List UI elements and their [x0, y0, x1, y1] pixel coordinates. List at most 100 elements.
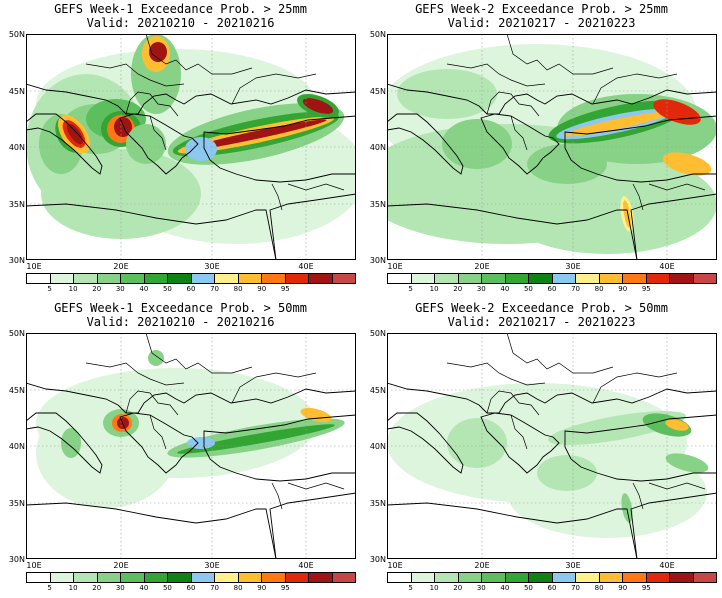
map-panel-week2-25mm: GEFS Week-2 Exceedance Prob. > 25mm Vali… [361, 0, 722, 299]
colorbar-swatch [598, 573, 622, 582]
coastline [480, 113, 560, 175]
lat-label-40n: 40N [369, 143, 386, 152]
colorbar-swatch [551, 573, 575, 582]
probability-contour [447, 418, 507, 468]
colorbar-swatch [622, 274, 646, 283]
colorbar [387, 572, 717, 583]
colorbar-tick-label: 90 [618, 285, 628, 293]
coastline [564, 115, 717, 183]
lat-label-30n: 30N [369, 555, 386, 564]
colorbar-swatch [96, 573, 120, 582]
colorbar-swatch [73, 573, 97, 582]
country-border [592, 372, 678, 404]
country-border [592, 73, 678, 105]
colorbar-tick-label: 60 [186, 285, 196, 293]
lon-label-30e: 30E [565, 561, 581, 570]
colorbar-swatch [388, 573, 411, 582]
coastline [269, 492, 356, 559]
colorbar-swatch [167, 274, 191, 283]
country-borders [446, 333, 706, 510]
lat-label-45n: 45N [8, 87, 25, 96]
coastline [203, 115, 356, 183]
colorbar-swatch [167, 573, 191, 582]
colorbar-tick-label: 40 [500, 285, 510, 293]
lon-label-10e: 10E [387, 262, 403, 271]
country-border [145, 333, 253, 374]
country-borders [85, 333, 345, 510]
colorbar [26, 572, 356, 583]
colorbar-swatch [73, 274, 97, 283]
probability-contour [177, 424, 335, 454]
country-border [446, 63, 546, 87]
probability-contour [665, 453, 709, 473]
coastline [387, 34, 717, 115]
colorbar-swatch [457, 573, 481, 582]
lat-label-35n: 35N [8, 200, 25, 209]
panel-valid-dates: Valid: 20210210 - 20210216 [86, 16, 275, 30]
country-border [231, 73, 317, 105]
country-border [510, 115, 528, 151]
colorbar-tick-label: 90 [257, 285, 267, 293]
colorbar-swatch [692, 274, 716, 283]
probability-contour [442, 119, 512, 169]
country-border [632, 482, 644, 510]
colorbar-tick-label: 10 [68, 285, 78, 293]
colorbar-swatch [481, 573, 505, 582]
country-border [446, 362, 546, 386]
graticule [26, 333, 356, 559]
country-border [149, 115, 167, 151]
map-frame [26, 34, 356, 260]
colorbar [387, 273, 717, 284]
lat-label-45n: 45N [369, 386, 386, 395]
coastline [26, 412, 103, 474]
country-border [510, 414, 528, 450]
coastline [480, 412, 560, 474]
colorbar-tick-label: 10 [429, 584, 439, 592]
colorbar-tick-label: 30 [115, 285, 125, 293]
country-border [231, 372, 317, 404]
panel-valid-dates: Valid: 20210210 - 20210216 [86, 315, 275, 329]
lon-label-40e: 40E [659, 262, 675, 271]
colorbar-tick-label: 40 [500, 584, 510, 592]
probability-contour [126, 124, 166, 164]
lat-label-35n: 35N [8, 499, 25, 508]
country-border [486, 91, 540, 117]
country-border [85, 63, 185, 87]
country-border [506, 333, 614, 374]
colorbar-swatch [410, 573, 434, 582]
colorbar-tick-label: 80 [233, 285, 243, 293]
country-border [486, 390, 540, 416]
colorbar-tick-label: 70 [210, 584, 220, 592]
probability-field [387, 383, 709, 538]
coastline [387, 412, 464, 474]
colorbar-tick-label: 90 [618, 584, 628, 592]
colorbar-tick-label: 5 [47, 285, 52, 293]
colorbar-tick-label: 70 [210, 285, 220, 293]
colorbar-tick-label: 95 [280, 584, 290, 592]
map-area [26, 333, 356, 559]
colorbar-swatch [645, 573, 669, 582]
lat-label-45n: 45N [369, 87, 386, 96]
map-frame [26, 333, 356, 559]
colorbar-tick-label: 30 [115, 584, 125, 592]
colorbar-swatch [622, 573, 646, 582]
graticule [26, 34, 356, 260]
lon-label-30e: 30E [204, 561, 220, 570]
coastline [119, 113, 199, 175]
probability-field [36, 350, 345, 508]
lon-label-20e: 20E [474, 561, 490, 570]
panel-valid-dates: Valid: 20210217 - 20210223 [447, 315, 636, 329]
colorbar-swatch [214, 274, 238, 283]
colorbar-swatch [143, 573, 167, 582]
colorbar-swatch [669, 573, 693, 582]
lon-label-20e: 20E [113, 262, 129, 271]
colorbar-tick-label: 20 [92, 285, 102, 293]
lon-label-40e: 40E [298, 561, 314, 570]
probability-contour [187, 437, 215, 449]
colorbar-tick-label: 20 [92, 584, 102, 592]
country-border [271, 183, 283, 211]
colorbar-swatch [284, 274, 308, 283]
country-border [125, 91, 179, 117]
colorbar-swatch [143, 274, 167, 283]
probability-contour [66, 123, 84, 145]
